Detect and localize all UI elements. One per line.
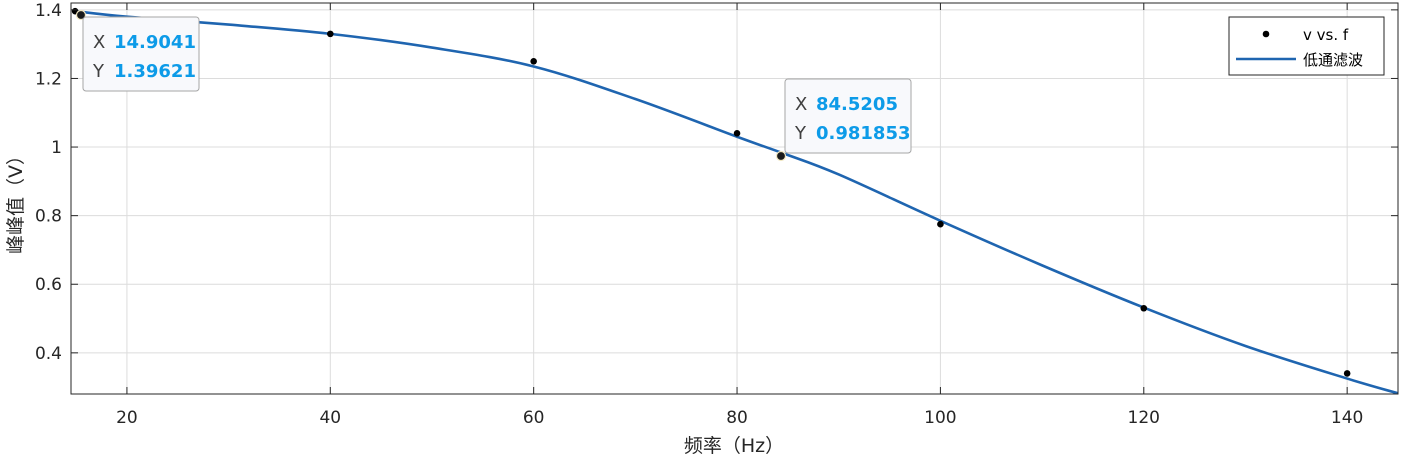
datatip-x-key: X [795,94,807,115]
x-tick-label: 20 [116,408,138,428]
datatip-x-value: 84.5205 [816,94,898,115]
datatip-box [784,78,912,154]
datatip-marker [775,150,787,162]
datatip-box [82,16,200,92]
legend-marker-scatter [1262,30,1270,38]
x-tick-label: 40 [319,408,341,428]
grid [71,3,1398,394]
datatip-y-key: Y [92,61,105,82]
y-tick-label: 1 [51,138,62,158]
legend-box [1228,16,1385,76]
datatip-y-value: 1.39621 [114,61,196,82]
data-point [1343,370,1351,377]
ticks: 20 40 60 80 100 120 140 0.4 0.6 0.8 1 1.2 1.4 [35,1,1398,428]
data-point [530,58,537,65]
y-axis-label: 峰峰值（V） [5,146,27,254]
datatip-x-value: 14.9041 [114,32,196,53]
plot-frame [70,2,1399,395]
datatip[interactable]: X 14.9041 Y 1.39621 [75,9,200,92]
legend: v vs. f 低通滤波 [1228,16,1385,76]
x-tick-label: 100 [924,408,956,428]
datatip-y-key: Y [794,123,807,144]
series-line-lowpass [74,9,1399,395]
plot-background [71,3,1398,394]
y-tick-label: 0.8 [35,207,62,227]
datatip-marker [75,9,87,21]
y-tick-label: 0.6 [35,275,62,295]
data-point [326,30,334,38]
data-point [937,220,944,228]
data-point [1140,304,1148,312]
curve-layer [74,9,1399,395]
legend-entry-scatter: v vs. f [1303,26,1349,44]
x-tick-label: 120 [1128,408,1160,428]
datatip-x-key: X [93,32,105,53]
legend-entry-line: 低通滤波 [1303,51,1363,69]
y-tick-label: 1.4 [35,1,62,21]
datatip[interactable]: X 84.5205 Y 0.981853 [775,78,912,162]
data-point [733,130,741,137]
points-layer [71,7,1351,377]
datatip-y-value: 0.981853 [816,123,911,144]
y-tick-label: 1.2 [35,69,62,89]
x-tick-label: 60 [523,408,545,428]
y-tick-label: 0.4 [35,344,62,364]
x-tick-label: 140 [1331,408,1363,428]
x-axis-label: 频率（Hz） [684,435,784,457]
x-tick-label: 80 [726,408,748,428]
